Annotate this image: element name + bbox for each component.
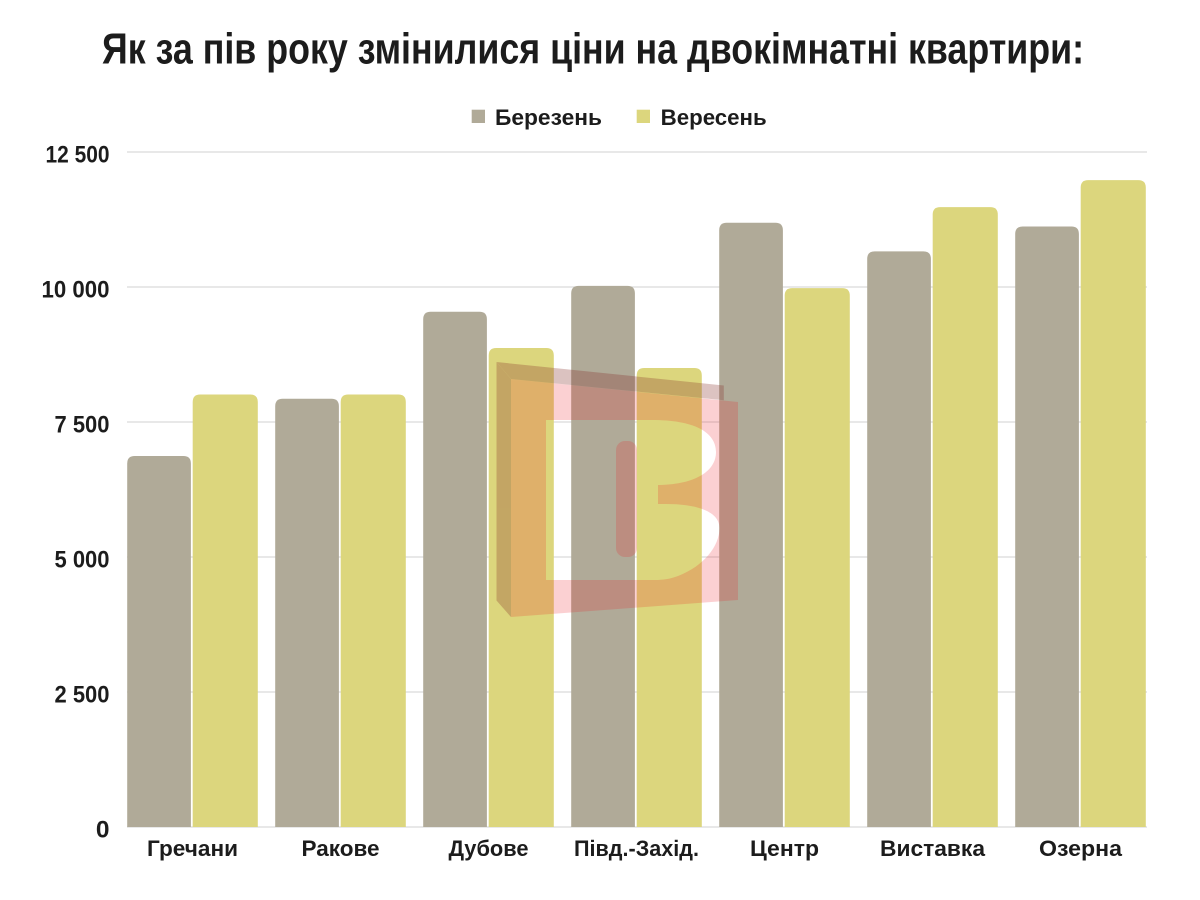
svg-text:Півд.-Захід.: Півд.-Захід. [574,836,699,861]
svg-text:2 500: 2 500 [55,682,110,709]
svg-text:Дубове: Дубове [449,836,529,861]
svg-text:0: 0 [96,817,110,844]
svg-text:Ракове: Ракове [302,836,380,861]
svg-text:Березень: Березень [495,105,602,130]
svg-text:Озерна: Озерна [1039,836,1122,861]
svg-text:7 500: 7 500 [55,412,110,439]
svg-text:5 000: 5 000 [55,547,110,574]
svg-text:Як за пів року змінилися ціни: Як за пів року змінилися ціни на двокімн… [102,25,1084,74]
svg-text:Виставка: Виставка [880,836,985,861]
svg-text:Центр: Центр [750,836,819,861]
svg-text:Гречани: Гречани [147,836,238,861]
svg-text:10 000: 10 000 [42,277,110,304]
svg-text:12 500: 12 500 [46,142,110,169]
svg-text:Вересень: Вересень [661,105,767,130]
